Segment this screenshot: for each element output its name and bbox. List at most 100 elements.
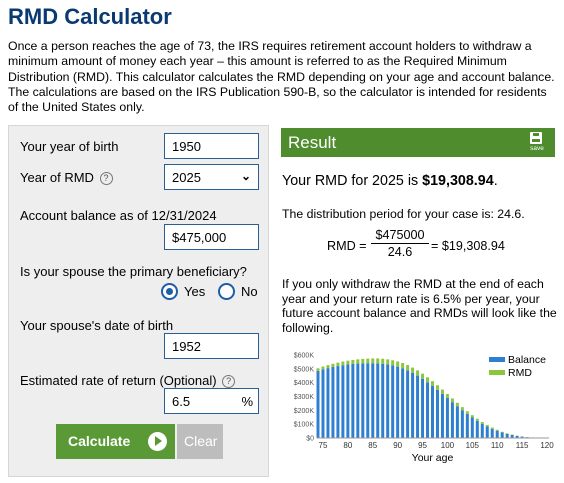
spouse-dob-value: 1952 xyxy=(172,339,201,354)
rmd-bar xyxy=(470,415,474,418)
rmd-year-select[interactable]: 2025 ⌄ xyxy=(164,164,259,190)
balance-bar xyxy=(505,433,509,438)
rmd-bar xyxy=(495,429,499,431)
save-label: save xyxy=(530,145,544,152)
balance-bar xyxy=(455,406,459,438)
birth-year-label: Your year of birth xyxy=(20,139,119,154)
help-icon[interactable]: ? xyxy=(222,375,236,388)
rmd-bar xyxy=(371,358,375,364)
y-tick-label: $0 xyxy=(306,436,314,443)
rmd-bar xyxy=(475,418,479,421)
x-tick-label: 75 xyxy=(319,441,328,450)
rmd-bar xyxy=(341,361,345,366)
balance-bar xyxy=(520,436,524,438)
balance-bar xyxy=(351,363,355,438)
rmd-bar xyxy=(366,358,370,364)
result-title: Result xyxy=(288,133,337,152)
rmd-bar xyxy=(505,433,509,434)
page-title: RMD Calculator xyxy=(8,4,172,29)
rate-label-text: Estimated rate of return (Optional) xyxy=(20,373,217,388)
yes-radio-label[interactable]: Yes xyxy=(184,284,206,299)
no-radio-label[interactable]: No xyxy=(241,284,258,299)
spouse-dob-label: Your spouse's date of birth xyxy=(20,318,174,333)
no-radio[interactable] xyxy=(218,283,235,300)
clear-label: Clear xyxy=(184,433,218,449)
balance-bar xyxy=(465,413,469,438)
balance-bar xyxy=(366,363,370,438)
balance-bar xyxy=(381,363,385,438)
rmd-bar xyxy=(351,359,355,364)
projection-text: If you only withdraw the RMD at the end … xyxy=(282,277,557,335)
legend-balance-label: Balance xyxy=(508,354,546,366)
x-tick-label: 100 xyxy=(441,441,455,450)
x-tick-label: 115 xyxy=(516,441,529,450)
rmd-bar xyxy=(431,381,434,386)
rmd-bar xyxy=(455,402,459,407)
rmd-result-suffix: . xyxy=(493,173,498,189)
balance-input[interactable]: $475,000 xyxy=(164,224,259,250)
y-tick-label: $200K xyxy=(294,408,315,415)
x-tick-label: 80 xyxy=(343,441,352,450)
rmd-bar xyxy=(381,358,385,364)
calculate-button[interactable]: Calculate xyxy=(56,424,175,459)
balance-bar xyxy=(435,389,439,438)
play-icon xyxy=(148,432,167,451)
balance-bar xyxy=(515,435,519,438)
rmd-bar xyxy=(490,427,494,429)
balance-bar xyxy=(416,375,420,438)
formula-numerator: $475000 xyxy=(371,228,429,244)
y-tick-label: $100K xyxy=(294,422,315,429)
y-tick-label: $500K xyxy=(294,366,315,373)
balance-label: Account balance as of 12/31/2024 xyxy=(20,208,217,223)
rmd-bar xyxy=(326,365,330,369)
balance-bar xyxy=(346,364,350,438)
calculate-label: Calculate xyxy=(68,433,131,449)
balance-bar xyxy=(361,363,365,438)
x-tick-label: 120 xyxy=(540,441,554,450)
rmd-year-value: 2025 xyxy=(172,170,201,185)
balance-bar xyxy=(480,423,484,438)
balance-bar xyxy=(426,382,430,438)
formula-denominator: 24.6 xyxy=(387,245,413,259)
clear-button[interactable]: Clear xyxy=(177,424,223,459)
rmd-bar xyxy=(411,367,415,373)
balance-bar xyxy=(336,366,340,438)
balance-bar xyxy=(406,370,410,438)
balance-bar xyxy=(470,417,474,438)
rmd-bar xyxy=(416,370,420,376)
rmd-year-label-text: Year of RMD xyxy=(20,170,94,185)
formula-rhs: = $19,308.94 xyxy=(431,239,505,253)
balance-bar xyxy=(440,393,444,438)
balance-bar xyxy=(450,402,454,438)
x-axis-title: Your age xyxy=(412,452,454,464)
legend-rmd-label: RMD xyxy=(508,367,532,379)
formula-fraction: $475000 24.6 xyxy=(371,228,429,259)
save-icon xyxy=(530,132,542,144)
rmd-bar xyxy=(435,385,439,390)
rate-input[interactable]: 6.5 % xyxy=(164,388,259,414)
yes-radio[interactable] xyxy=(161,283,178,300)
save-button[interactable]: save xyxy=(528,131,546,155)
balance-bar xyxy=(391,365,395,438)
input-panel: Your year of birth 1950 Year of RMD ? 20… xyxy=(8,125,269,477)
rmd-bar xyxy=(346,360,350,365)
rmd-bar xyxy=(406,365,410,371)
percent-unit: % xyxy=(241,394,253,409)
balance-bar xyxy=(386,364,390,438)
rmd-bar xyxy=(316,368,320,371)
formula-lhs: RMD = xyxy=(327,239,367,253)
rmd-bar xyxy=(376,358,380,364)
spouse-beneficiary-label: Is your spouse the primary beneficiary? xyxy=(20,264,247,279)
balance-bar xyxy=(316,370,320,438)
balance-bar xyxy=(321,369,325,438)
balance-bar xyxy=(396,366,400,438)
chevron-down-icon: ⌄ xyxy=(240,169,251,183)
help-icon[interactable]: ? xyxy=(99,172,113,185)
birth-year-input[interactable]: 1950 xyxy=(164,133,259,159)
rmd-year-label: Year of RMD ? xyxy=(20,170,113,185)
spouse-dob-input[interactable]: 1952 xyxy=(164,333,259,359)
y-tick-label: $300K xyxy=(294,394,315,401)
result-header: Result save xyxy=(281,128,555,157)
balance-bar xyxy=(421,378,425,438)
balance-bar xyxy=(341,365,345,438)
